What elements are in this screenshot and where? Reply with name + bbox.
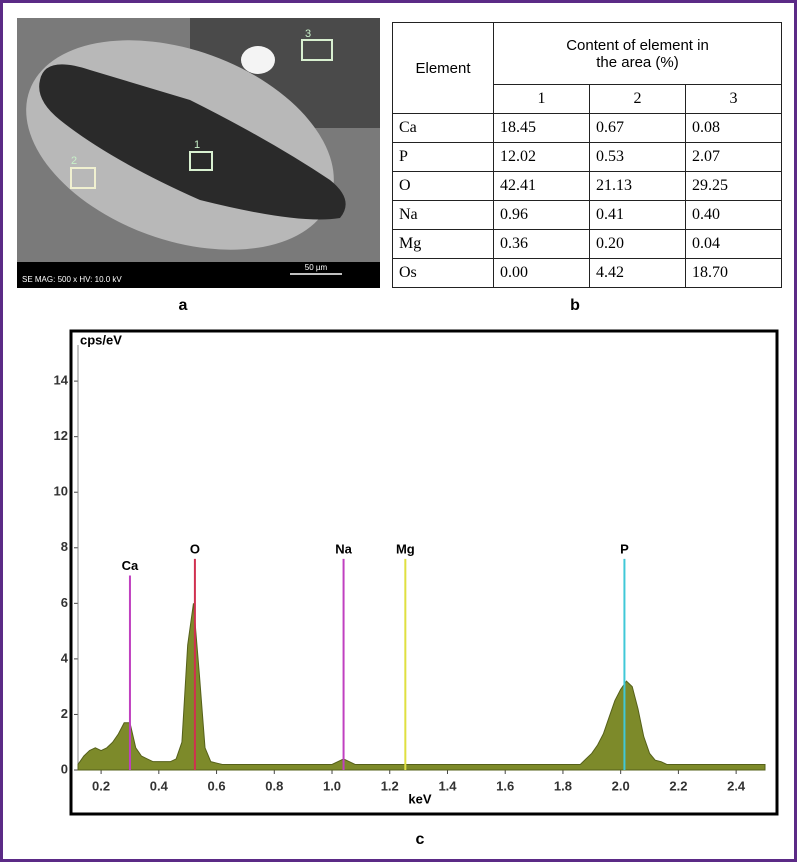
element-label: Ca [122,558,139,573]
table-row: P 12.02 0.53 2.07 [392,142,783,172]
table-cell: 3 [684,84,783,114]
y-tick-label: 2 [61,706,68,721]
y-tick-label: 8 [61,539,68,554]
table-cell: 0.36 [493,229,590,259]
table-cell: 2 [588,84,686,114]
panel-label: a [179,297,188,314]
x-tick-label: 1.6 [496,778,514,793]
void [241,46,275,74]
y-axis-label: cps/eV [80,332,122,347]
table-cell: 1 [493,84,590,114]
table-cell: 4.42 [588,258,686,288]
sem-image: 1 2 3 SE MAG: 500 x HV: 10.0 kV 50 µm [17,18,380,288]
x-tick-label: 1.2 [381,778,399,793]
table: Element Content of element in the area (%… [392,22,783,288]
y-tick-label: 10 [54,484,68,499]
scale-label: 50 µm [305,263,328,272]
sample [39,64,346,220]
x-tick-label: 1.8 [554,778,572,793]
table-row: Element Content of element in the area (%… [392,22,782,114]
element-label: O [190,541,200,556]
x-tick-label: 0.2 [92,778,110,793]
area-label: 3 [305,28,311,40]
table-cell: 0.41 [588,200,686,230]
table-row: O 42.41 21.13 29.25 [392,171,783,201]
table-cell: 42.41 [493,171,590,201]
x-tick-label: 1.0 [323,778,341,793]
table-cell: Mg [392,229,494,259]
chart-frame [69,329,779,816]
area-label: 1 [194,139,200,151]
x-tick-label: 2.4 [727,778,746,793]
table-row: Na 0.96 0.41 0.40 [392,200,783,230]
area-label: 2 [71,155,77,167]
chart: 0 2 4 6 8 10 12 14 0.2 0.4 0.6 0.8 1.0 1.2 1.4 1.6 1.8 2.… [54,332,766,806]
x-tick-label: 2.2 [669,778,687,793]
table-cell: Element [392,22,494,114]
table-cell: P [392,142,494,172]
y-tick-label: 0 [61,761,68,776]
table-cell: 0.53 [588,142,686,172]
table-cell: O [392,171,494,201]
table-cell: 18.45 [493,113,590,143]
table-cell: 0.04 [684,229,783,259]
y-tick-label: 4 [61,650,69,665]
table-cell: 0.00 [493,258,590,288]
table-cell: 0.20 [588,229,686,259]
table-cell: 12.02 [493,142,590,172]
table-cell: 18.70 [684,258,783,288]
area-box [189,151,213,171]
x-tick-label: 2.0 [612,778,630,793]
table-row: Mg 0.36 0.20 0.04 [392,229,783,259]
panel-label: b [570,297,580,314]
panel-label: c [416,831,425,848]
element-label: P [620,541,629,556]
table-cell: 21.13 [588,171,686,201]
area-box [301,39,333,61]
table-cell: Ca [392,113,494,143]
info-bar [17,262,380,288]
y-tick-label: 12 [54,428,68,443]
spectrum [77,603,766,771]
x-axis-label: keV [408,791,431,806]
x-tick-label: 0.8 [265,778,283,793]
table-cell: 2.07 [684,142,783,172]
table-cell: 0.67 [588,113,686,143]
area-box [70,167,96,189]
x-tick-label: 0.4 [150,778,169,793]
table-cell: 29.25 [684,171,783,201]
y-tick-label: 6 [61,595,68,610]
x-tick-label: 0.6 [208,778,226,793]
y-tick-label: 14 [54,373,69,388]
table-cell: 0.96 [493,200,590,230]
table-row: Os 0.00 4.42 18.70 [392,258,783,288]
table-row: Ca 18.45 0.67 0.08 [392,113,783,143]
table-cell: 0.08 [684,113,783,143]
x-tick-label: 1.4 [438,778,457,793]
table-cell: 0.40 [684,200,783,230]
table-cell: Content of element in the area (%) [493,22,782,85]
image-caption: SE MAG: 500 x HV: 10.0 kV [22,275,122,284]
element-label: Mg [396,541,415,556]
table-cell: Os [392,258,494,288]
table-cell: Na [392,200,494,230]
element-label: Na [335,541,352,556]
